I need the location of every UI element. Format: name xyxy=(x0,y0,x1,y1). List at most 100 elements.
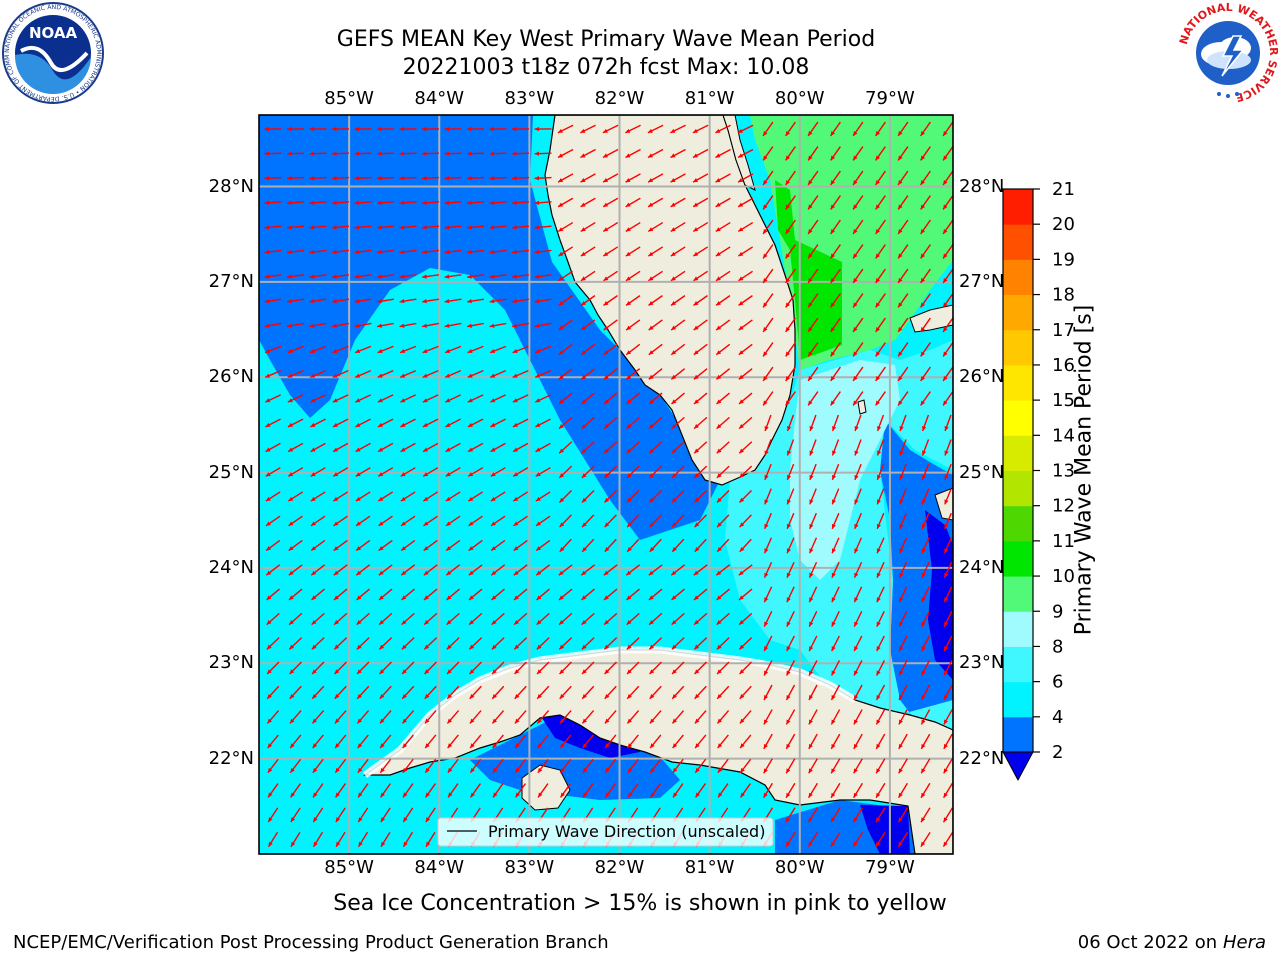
wave-arrow xyxy=(559,661,572,675)
wave-arrow xyxy=(421,126,440,132)
wave-arrow xyxy=(332,491,349,502)
wave-arrow xyxy=(264,176,282,181)
wave-arrow xyxy=(942,317,953,333)
wave-arrow xyxy=(469,710,482,724)
wave-arrow xyxy=(671,588,685,601)
wave-arrow xyxy=(852,219,864,235)
wave-arrow xyxy=(785,342,796,357)
wave-arrow xyxy=(876,512,885,530)
wave-arrow xyxy=(602,124,619,134)
wave-arrow xyxy=(466,225,485,230)
wave-arrow xyxy=(604,710,617,724)
wave-arrow xyxy=(830,317,841,333)
wave-arrow xyxy=(897,342,909,357)
wave-arrow xyxy=(492,734,504,749)
wave-arrow xyxy=(334,661,347,675)
wave-arrow xyxy=(920,342,931,357)
wave-arrow xyxy=(401,588,415,601)
wave-arrow xyxy=(670,270,686,282)
wave-arrow xyxy=(807,342,819,357)
wave-arrow xyxy=(831,561,840,579)
wave-arrow xyxy=(355,418,371,428)
wave-arrow xyxy=(491,612,505,626)
wave-arrow xyxy=(831,488,840,505)
wave-arrow xyxy=(489,176,507,181)
colorbar-tick-label: 16 xyxy=(1052,355,1075,376)
wave-arrow xyxy=(422,369,439,379)
wave-arrow xyxy=(286,200,305,205)
wave-arrow xyxy=(648,612,663,626)
wave-arrow xyxy=(267,807,279,823)
colorbar-block xyxy=(1003,259,1033,296)
wave-arrow xyxy=(670,246,686,257)
wave-arrow xyxy=(785,782,796,799)
wave-arrow xyxy=(897,219,909,235)
wave-arrow xyxy=(468,637,483,650)
wave-arrow xyxy=(875,342,886,357)
wave-arrow xyxy=(785,660,796,676)
wave-arrow xyxy=(288,564,303,576)
wave-arrow xyxy=(512,418,529,428)
wave-arrow xyxy=(898,635,908,652)
wave-arrow xyxy=(558,343,573,356)
wave-arrow xyxy=(582,783,594,798)
wave-arrow xyxy=(763,635,773,652)
axis-tick-label: 24°N xyxy=(208,556,254,578)
wave-arrow xyxy=(603,295,618,306)
wave-arrow xyxy=(786,512,795,530)
wave-arrow xyxy=(309,176,327,181)
wave-arrow xyxy=(511,298,530,304)
wave-arrow xyxy=(489,322,507,328)
wave-arrow xyxy=(830,831,841,848)
wave-arrow xyxy=(511,176,530,181)
wave-arrow xyxy=(852,807,864,823)
wave-arrow xyxy=(357,807,369,823)
wave-arrow xyxy=(447,758,459,774)
wave-arrow xyxy=(785,684,796,701)
wave-arrow xyxy=(489,274,507,279)
wave-arrow xyxy=(808,733,818,750)
axis-tick-label: 28°N xyxy=(208,175,254,197)
wave-arrow xyxy=(580,564,596,576)
wave-arrow xyxy=(943,782,953,799)
wave-arrow xyxy=(625,319,641,331)
wave-arrow xyxy=(421,176,440,181)
wave-arrow xyxy=(716,710,730,724)
wave-arrow xyxy=(809,414,817,432)
wave-arrow xyxy=(898,660,908,676)
wave-arrow xyxy=(762,268,774,284)
wave-arrow xyxy=(921,561,930,579)
wave-arrow xyxy=(875,733,886,750)
wave-arrow xyxy=(715,173,731,183)
graticule xyxy=(259,115,953,854)
wave-arrow xyxy=(447,734,459,749)
wave-arrow xyxy=(559,734,572,749)
colorbar-block xyxy=(1003,329,1033,366)
wave-arrow xyxy=(603,564,618,576)
florida-east-peninsula xyxy=(722,115,756,191)
wave-arrow xyxy=(264,369,282,379)
wave-arrow xyxy=(536,661,550,675)
wave-arrow xyxy=(920,758,931,774)
wave-arrow xyxy=(626,465,640,479)
wave-arrow xyxy=(264,225,282,230)
wave-arrow xyxy=(534,369,552,379)
wave-arrow xyxy=(920,660,931,676)
wave-arrow xyxy=(558,637,573,650)
wave-arrow xyxy=(514,710,527,724)
wave-arrow xyxy=(693,441,708,454)
wave-arrow xyxy=(809,439,817,456)
wave-arrow xyxy=(739,758,752,774)
axis-tick-label: 25°N xyxy=(959,461,1005,483)
wave-arrow xyxy=(536,710,550,724)
wave-arrow xyxy=(467,345,484,354)
wave-arrow xyxy=(356,661,370,675)
wave-arrow xyxy=(513,564,528,576)
wave-arrow xyxy=(287,442,304,453)
wave-arrow xyxy=(356,710,370,724)
wave-arrow xyxy=(717,783,729,798)
wave-arrow xyxy=(808,586,818,603)
axis-tick-label: 22°N xyxy=(208,747,254,769)
wave-arrow xyxy=(604,685,617,700)
wave-arrow xyxy=(379,734,392,749)
